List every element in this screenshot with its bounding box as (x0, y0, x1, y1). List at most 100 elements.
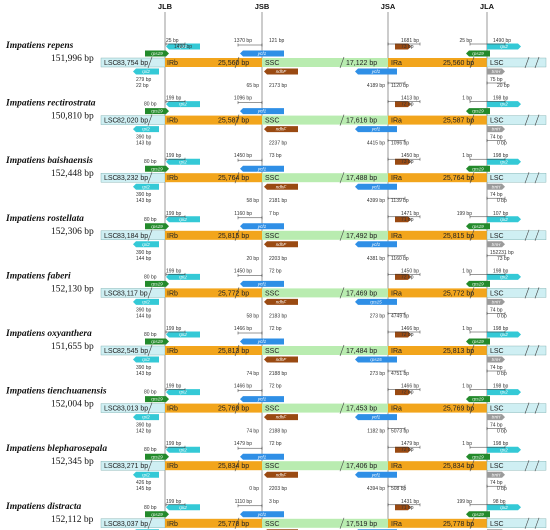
gene-rpl2 (166, 504, 200, 511)
break-mark (339, 402, 345, 414)
region-irb (165, 58, 262, 67)
break-mark (524, 460, 530, 472)
bp-jsb-right: 7 bp (269, 211, 279, 217)
gene-rpl2-b (133, 183, 159, 190)
break-mark (534, 402, 540, 414)
region-label-lsc-right: LSC (490, 463, 504, 470)
bp-jsb-right: 121 bp (269, 38, 285, 44)
break-mark (524, 229, 530, 241)
gene-rps19 (145, 50, 169, 57)
gene-ycf1 (240, 280, 284, 287)
gene-rps19-ira (466, 50, 490, 57)
bp-jla-right: 198 bp (493, 384, 509, 390)
gene-rps19-ira-label: rps19 (472, 109, 484, 114)
gene-ndhF (264, 183, 298, 190)
bp-jla-below1: 74 bp (490, 135, 503, 141)
bracket-jsb (237, 158, 263, 162)
gene-rpl2-ira (487, 216, 521, 223)
region-label-irb: IRb (167, 521, 178, 528)
bracket-jlb (165, 42, 186, 46)
region-length-ira: 25,587 bp (443, 118, 474, 125)
gene-trnN (395, 331, 411, 338)
region-label-irb: IRb (167, 60, 178, 67)
bp-jsb-below2: 2183 bp (269, 313, 287, 319)
bp-jsa-right2: 73 bp (401, 44, 414, 50)
gene-rps19 (145, 453, 169, 460)
region-label-lsc-right: LSC (490, 60, 504, 67)
junction-label-jsb: JSB (255, 2, 270, 11)
gene-trnH (487, 126, 505, 133)
region-label-lsc: LSC (104, 290, 118, 297)
bp-jsb-below2: 2203 bp (269, 486, 287, 492)
break-mark (534, 460, 540, 472)
gene-rpl2 (166, 331, 200, 338)
bracket-jla-below (486, 369, 506, 373)
genome-size: 152,306 bp (51, 227, 94, 237)
break-mark (234, 402, 240, 414)
break-mark (339, 114, 345, 126)
region-ssc (262, 346, 388, 355)
gene-ycf1 (240, 223, 284, 230)
bp-jsb-below1: 0 bp (249, 486, 259, 492)
break-mark (147, 287, 153, 299)
region-label-ira: IRa (391, 60, 402, 67)
gene-ycf1 (240, 108, 284, 115)
gene-ndhF-label: ndhF (276, 242, 288, 247)
gene-trnH-label: trnH (492, 472, 501, 477)
bp-jsa-right2: 72 bp (401, 274, 414, 280)
region-label-ira: IRa (391, 521, 402, 528)
gene-ycf1-label: ycf1 (257, 224, 267, 229)
region-label-lsc-right: LSC (490, 290, 504, 297)
region-label-irb: IRb (167, 118, 178, 125)
bp-jsb-below2: 2181 bp (269, 198, 287, 204)
bracket-jsa (387, 330, 421, 334)
gene-rpl2-ira (487, 331, 521, 338)
gene-trnH-label: trnH (492, 357, 501, 362)
gene-rpl2-b (133, 298, 159, 305)
region-length-ssc: 17,122 bp (346, 60, 377, 67)
region-length-ssc: 17,519 bp (346, 521, 377, 528)
break-mark (524, 517, 530, 529)
bracket-jsa (387, 215, 421, 219)
bracket-jsa-below (387, 81, 406, 85)
region-ira (388, 230, 487, 240)
gene-rpl2-ira (487, 101, 521, 108)
bp-jlb-left: 80 bp (144, 159, 157, 165)
region-length-irb: 25,764 bp (218, 175, 249, 182)
bracket-jsb (237, 101, 263, 105)
gene-trnH-label: trnH (492, 127, 501, 132)
bracket-jlb (165, 330, 186, 334)
bp-jsb-below2: 2203 bp (269, 256, 287, 262)
bp-jla-right: 198 bp (493, 268, 509, 274)
break-mark (469, 402, 475, 414)
gene-rps19-ira (466, 453, 490, 460)
gene-rpl2-b-label: rpl2 (142, 415, 150, 420)
break-mark (534, 229, 540, 241)
region-label-ira: IRa (391, 290, 402, 297)
bp-jla-below2: 0 bp (497, 313, 507, 319)
break-mark (534, 114, 540, 126)
gene-ycf1-ssc-label: ycf1 (371, 127, 381, 132)
bp-jsb-right: 73 bp (269, 153, 282, 159)
bracket-jla-below (486, 254, 506, 258)
bp-jsb-below1: 58 bp (246, 198, 259, 204)
gene-rps19-ira-label: rps19 (472, 454, 484, 459)
junction-label-jla: JLA (480, 2, 495, 11)
region-label-irb: IRb (167, 463, 178, 470)
gene-rpl2-ira-label: rpl2 (500, 275, 508, 280)
region-label-lsc: LSC (104, 60, 118, 67)
gene-rpl2-ira (487, 43, 521, 50)
region-irb (165, 173, 262, 183)
bracket-jla (469, 445, 506, 449)
genome-size: 152,448 bp (51, 169, 94, 179)
junction-lines (164, 12, 488, 528)
gene-trnN (395, 216, 411, 223)
gene-rpl2-ira-label: rpl2 (500, 505, 508, 510)
break-mark (339, 172, 345, 184)
gene-ndhF (264, 471, 298, 478)
bracket-jsb (237, 273, 263, 277)
bp-jla-right: 107 bp (493, 211, 509, 217)
bp-jlb-below2: 143 bp (136, 371, 152, 377)
